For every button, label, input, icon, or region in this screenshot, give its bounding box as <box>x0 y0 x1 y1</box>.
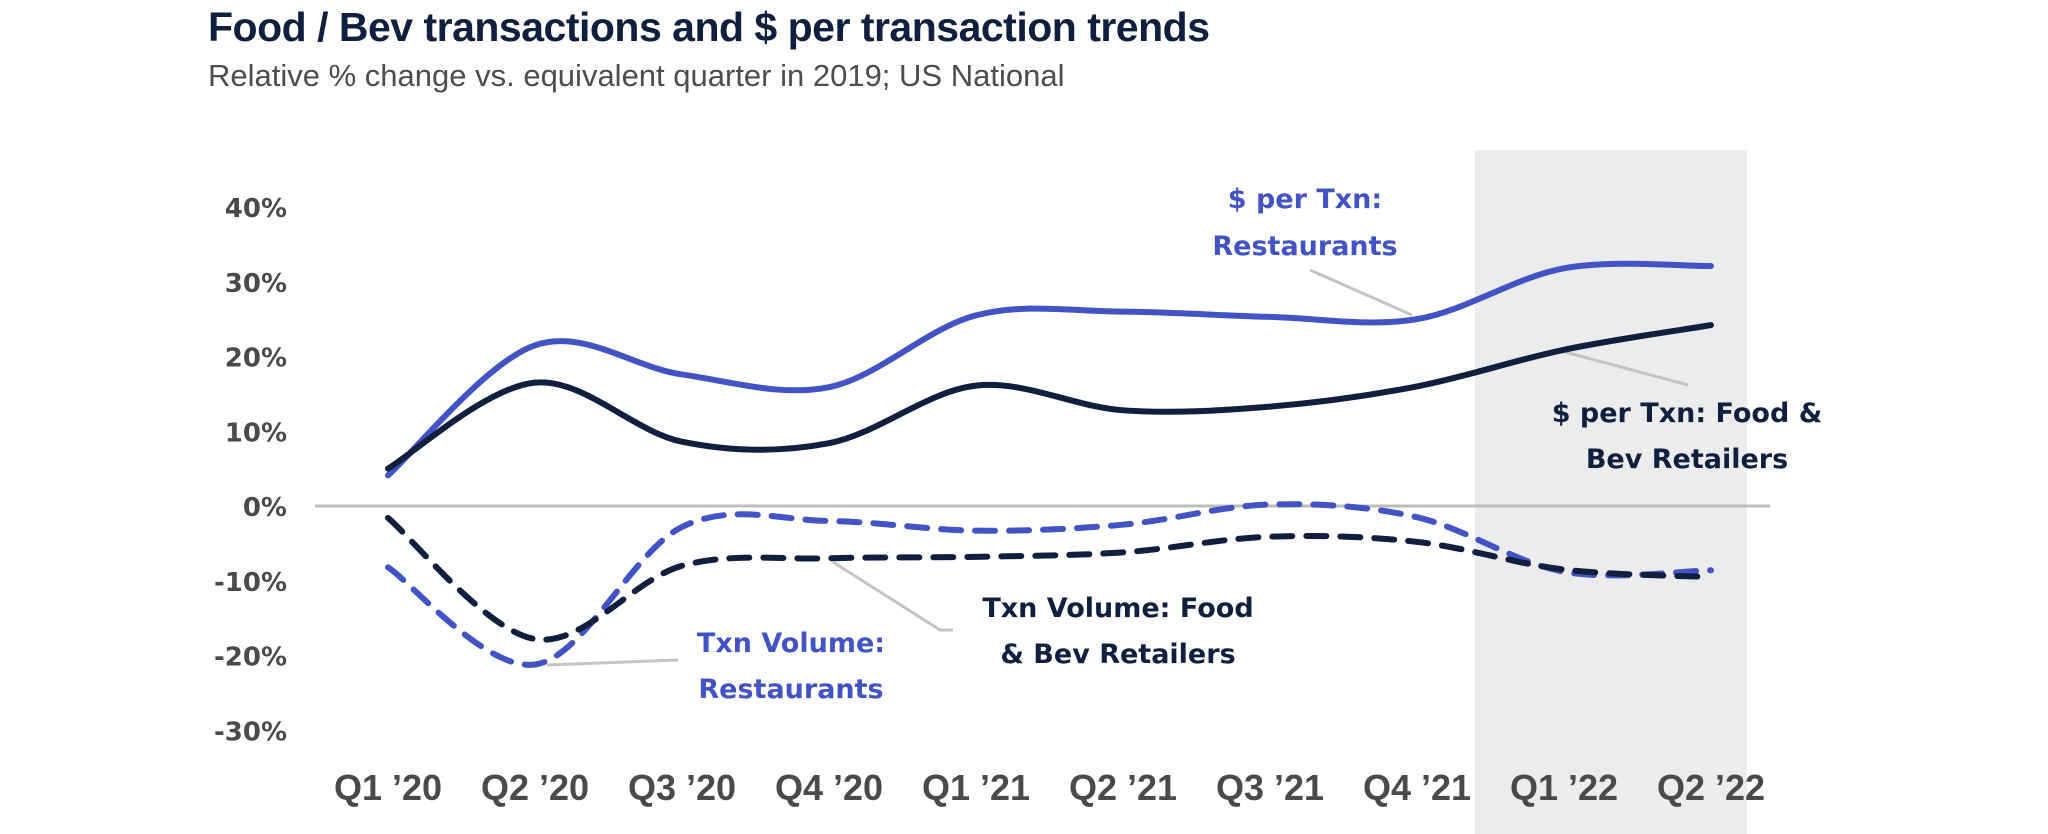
chart-subtitle: Relative % change vs. equivalent quarter… <box>208 58 1065 93</box>
x-tick-label: Q2 ’21 <box>1069 767 1177 808</box>
annotation-leader-line <box>1564 350 1689 387</box>
highlight-band <box>1475 150 1747 834</box>
x-tick-label: Q1 ’20 <box>334 767 442 808</box>
series-line-dollar-per-txn-restaurants <box>385 260 1714 479</box>
y-tick-label: -20% <box>214 643 287 673</box>
annotation-leaders <box>546 268 1689 667</box>
annotation-leader-line <box>546 658 679 667</box>
x-tick-label: Q2 ’22 <box>1657 767 1765 808</box>
annotation-dollar-per-txn-restaurants-line: $ per Txn: <box>1228 184 1382 215</box>
y-tick-label: 40% <box>225 194 287 224</box>
annotation-txn-volume-restaurants-line: Restaurants <box>698 674 883 705</box>
x-tick-label: Q1 ’21 <box>922 767 1030 808</box>
y-tick-label: 10% <box>225 418 287 448</box>
series-lines <box>385 260 1714 668</box>
series-line-dollar-per-txn-food-bev-retailers <box>385 322 1714 472</box>
annotation-txn-volume-food-bev-retailers-line: Txn Volume: Food <box>982 593 1253 624</box>
annotation-dollar-per-txn-restaurants-line: Restaurants <box>1212 231 1397 262</box>
annotation-txn-volume-restaurants-line: Txn Volume: <box>697 628 885 659</box>
y-tick-label: 20% <box>225 344 287 374</box>
y-tick-label: -30% <box>214 717 287 747</box>
y-tick-label: 0% <box>243 493 287 523</box>
x-axis: Q1 ’20 Q2 ’20 Q3 ’20 Q4 ’20 Q1 ’21 Q2 ’21 Q3 ’… <box>334 767 1765 808</box>
annotation-leader-line <box>832 560 953 632</box>
x-tick-label: Q4 ’21 <box>1363 767 1471 808</box>
annotation-leader-line <box>1309 268 1413 317</box>
y-tick-label: -10% <box>214 568 287 598</box>
x-tick-label: Q2 ’20 <box>481 767 589 808</box>
annotation-dollar-per-txn-food-bev-retailers-line: $ per Txn: Food & <box>1552 398 1823 429</box>
chart-title: Food / Bev transactions and $ per transa… <box>208 4 1210 50</box>
y-tick-label: 30% <box>225 269 287 299</box>
annotations: $ per Txn: Restaurants $ per Txn: Food & Be… <box>697 184 1822 705</box>
x-tick-label: Q3 ’20 <box>628 767 736 808</box>
y-axis: 40% 30% 20% 10% 0% -10% -20% -30% <box>214 194 287 747</box>
x-tick-label: Q4 ’20 <box>775 767 883 808</box>
x-tick-label: Q1 ’22 <box>1510 767 1618 808</box>
annotation-dollar-per-txn-food-bev-retailers-line: Bev Retailers <box>1586 444 1788 475</box>
series-line-txn-volume-food-bev-retailers <box>385 514 1714 643</box>
annotation-txn-volume-food-bev-retailers-line: & Bev Retailers <box>1000 639 1235 670</box>
x-tick-label: Q3 ’21 <box>1216 767 1324 808</box>
